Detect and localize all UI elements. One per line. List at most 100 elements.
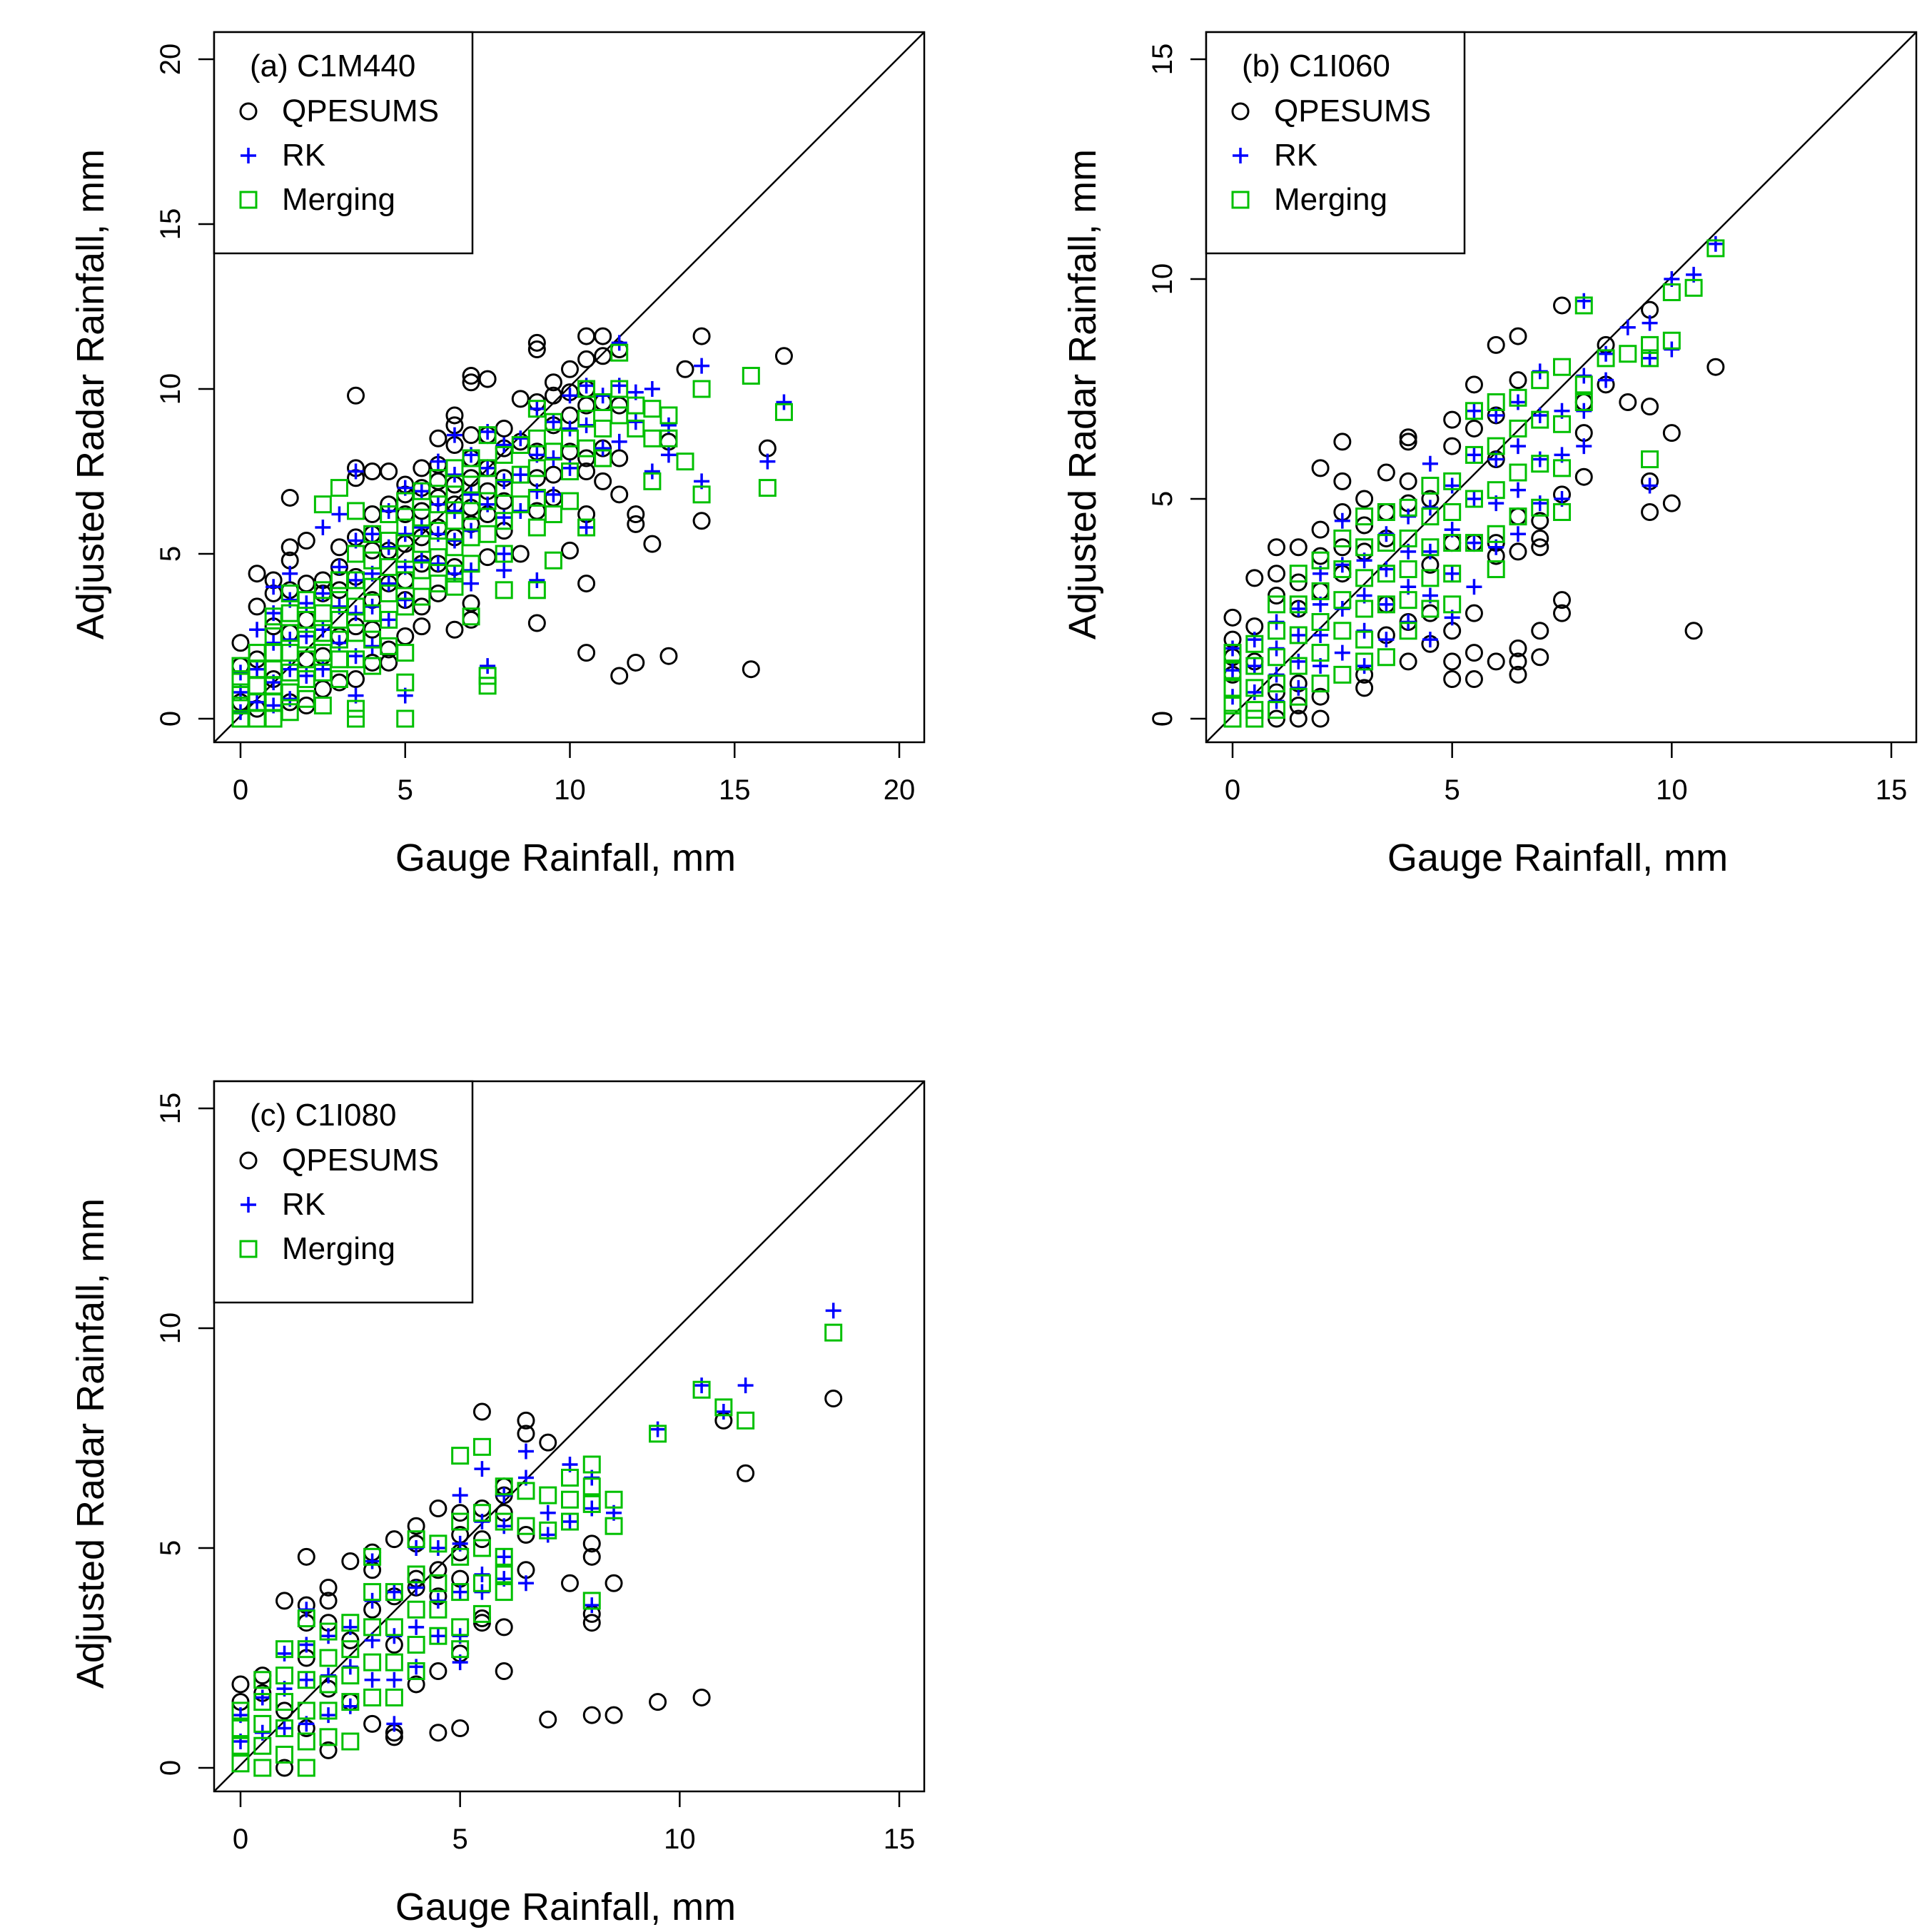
point-qpesums (577, 327, 596, 345)
point-merging (605, 1517, 623, 1535)
point-rk (1576, 438, 1592, 455)
point-qpesums (627, 515, 645, 533)
point-rk (348, 463, 364, 480)
point-merging (341, 1732, 360, 1751)
point-merging (319, 1675, 338, 1694)
y-tick-label: 0 (1147, 711, 1178, 727)
point-qpesums (1268, 538, 1286, 557)
point-rk (1444, 565, 1460, 582)
point-rk (1509, 394, 1526, 410)
point-rk (644, 463, 660, 480)
point-rk (364, 1671, 380, 1688)
point-merging (231, 1754, 250, 1773)
point-rk (413, 552, 430, 569)
point-qpesums (582, 1614, 601, 1632)
point-rk (1225, 640, 1240, 657)
x-tick-label: 5 (398, 774, 413, 806)
point-qpesums (577, 575, 596, 593)
point-qpesums (561, 1574, 579, 1592)
point-rk (1334, 644, 1350, 661)
point-merging (462, 475, 480, 494)
point-merging (561, 429, 579, 447)
point-qpesums (1509, 652, 1527, 671)
point-rk (584, 1500, 600, 1517)
point-merging (1311, 644, 1330, 662)
point-rk (463, 486, 480, 502)
point-merging (527, 400, 546, 418)
point-qpesums (577, 350, 596, 368)
point-rk (276, 1720, 293, 1736)
point-rk (512, 430, 529, 447)
point-merging (451, 1640, 470, 1659)
point-qpesums (1531, 512, 1549, 530)
point-merging (577, 439, 596, 457)
point-merging (527, 488, 546, 507)
point-rk (364, 638, 380, 654)
point-merging (495, 512, 513, 530)
point-merging (495, 545, 513, 563)
point-merging (1641, 450, 1659, 469)
point-merging (1443, 595, 1462, 614)
point-rk (595, 440, 611, 457)
point-qpesums (1465, 644, 1483, 662)
point-merging (517, 1482, 535, 1500)
point-merging (1355, 630, 1374, 649)
point-merging (407, 1662, 425, 1680)
legend-marker-merging (239, 1240, 258, 1258)
point-merging (742, 367, 760, 385)
point-merging (363, 657, 382, 675)
y-tick-label: 0 (155, 1760, 186, 1776)
point-merging (407, 1600, 425, 1619)
point-merging (1574, 296, 1593, 315)
point-rk (759, 453, 776, 470)
point-merging (1333, 529, 1352, 547)
y-tick-label: 10 (155, 373, 186, 405)
point-merging (1377, 595, 1395, 614)
point-merging (1223, 697, 1242, 715)
point-rk (1509, 438, 1526, 455)
point-qpesums (1509, 371, 1527, 390)
point-merging (445, 577, 464, 596)
point-rk (1422, 455, 1438, 472)
point-qpesums (1377, 463, 1395, 482)
point-rk (1707, 236, 1724, 252)
point-merging (380, 610, 398, 629)
point-qpesums (1399, 433, 1417, 451)
point-merging (1399, 529, 1417, 547)
point-rk (430, 453, 446, 470)
point-merging (1289, 657, 1308, 675)
point-merging (643, 472, 662, 490)
point-qpesums (1553, 604, 1571, 622)
point-rk (660, 447, 677, 463)
legend-label-qpesums: QPESUMS (282, 1143, 439, 1178)
point-merging (380, 584, 398, 602)
point-qpesums (1311, 687, 1330, 706)
point-rk (1466, 579, 1482, 595)
point-qpesums (511, 545, 530, 563)
point-merging (413, 561, 431, 580)
point-merging (1509, 388, 1527, 407)
point-merging (451, 1447, 470, 1465)
point-merging (413, 535, 431, 553)
point-rk (408, 1659, 425, 1675)
point-rk (480, 460, 496, 476)
point-merging (341, 1693, 360, 1711)
point-rk (694, 1377, 710, 1394)
point-merging (407, 1530, 425, 1549)
point-qpesums (577, 644, 596, 662)
legend-box (1205, 31, 1466, 255)
point-qpesums (1531, 538, 1549, 557)
point-merging (347, 502, 365, 520)
point-merging (313, 604, 332, 622)
point-qpesums (413, 617, 431, 636)
point-merging (407, 1565, 425, 1584)
point-merging (659, 429, 678, 447)
point-merging (1641, 349, 1659, 368)
point-qpesums (594, 472, 612, 490)
point-qpesums (742, 660, 760, 679)
point-rk (1334, 557, 1350, 573)
legend-label-merging: Merging (282, 1231, 395, 1266)
point-merging (429, 548, 447, 567)
point-merging (253, 1693, 272, 1711)
point-merging (330, 670, 348, 689)
